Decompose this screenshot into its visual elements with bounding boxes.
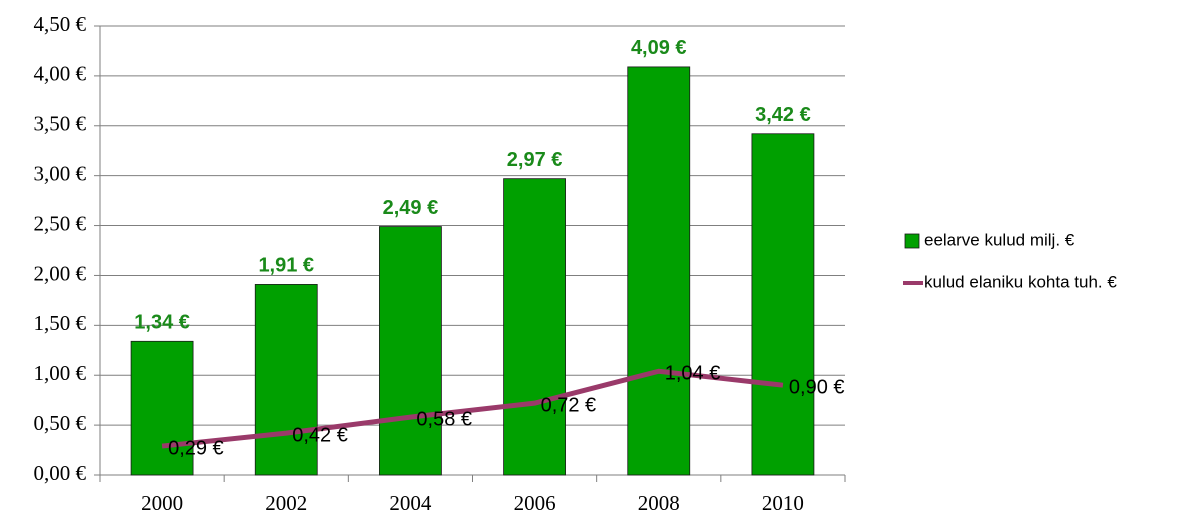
line [161, 368, 784, 449]
value-label: 0,90 € [789, 376, 845, 398]
y-tick-label: 1,00 € [34, 361, 87, 385]
value-label: 2,49 € [383, 197, 439, 219]
value-label: 1,34 € [134, 312, 190, 334]
bar [627, 66, 691, 476]
value-label: 0,72 € [541, 394, 597, 416]
value-label: 3,42 € [755, 104, 811, 126]
legend-swatch [904, 233, 920, 249]
y-tick-label: 1,50 € [34, 311, 87, 335]
legend-label: eelarve kulud milj. € [924, 230, 1075, 249]
y-tick-label: 2,50 € [34, 211, 87, 235]
bar [254, 284, 318, 476]
y-tick-label: 0,00 € [34, 461, 87, 485]
bar [503, 178, 566, 476]
value-label: 4,09 € [631, 37, 687, 59]
y-tick-label: 4,00 € [34, 62, 87, 86]
x-tick-label: 2006 [514, 491, 556, 515]
y-tick-label: 2,00 € [34, 261, 87, 285]
bar [130, 340, 194, 476]
bar [751, 133, 815, 476]
x-tick-label: 2004 [389, 491, 432, 515]
value-label: 0,29 € [168, 437, 224, 459]
y-tick-label: 0,50 € [34, 411, 87, 435]
x-tick-label: 2008 [638, 491, 680, 515]
bar [379, 226, 442, 476]
x-tick-label: 2000 [141, 491, 183, 515]
x-tick-label: 2002 [265, 491, 307, 515]
value-label: 2,97 € [507, 149, 563, 171]
y-tick-label: 3,50 € [34, 112, 87, 136]
y-tick-label: 4,50 € [34, 12, 87, 36]
value-label: 1,04 € [665, 363, 721, 385]
legend-label: kulud elaniku kohta tuh. € [924, 272, 1117, 291]
y-tick-label: 3,00 € [34, 161, 87, 185]
value-label: 0,58 € [416, 408, 472, 430]
value-label: 1,91 € [258, 255, 314, 277]
value-label: 0,42 € [292, 424, 348, 446]
x-tick-label: 2010 [762, 491, 804, 515]
